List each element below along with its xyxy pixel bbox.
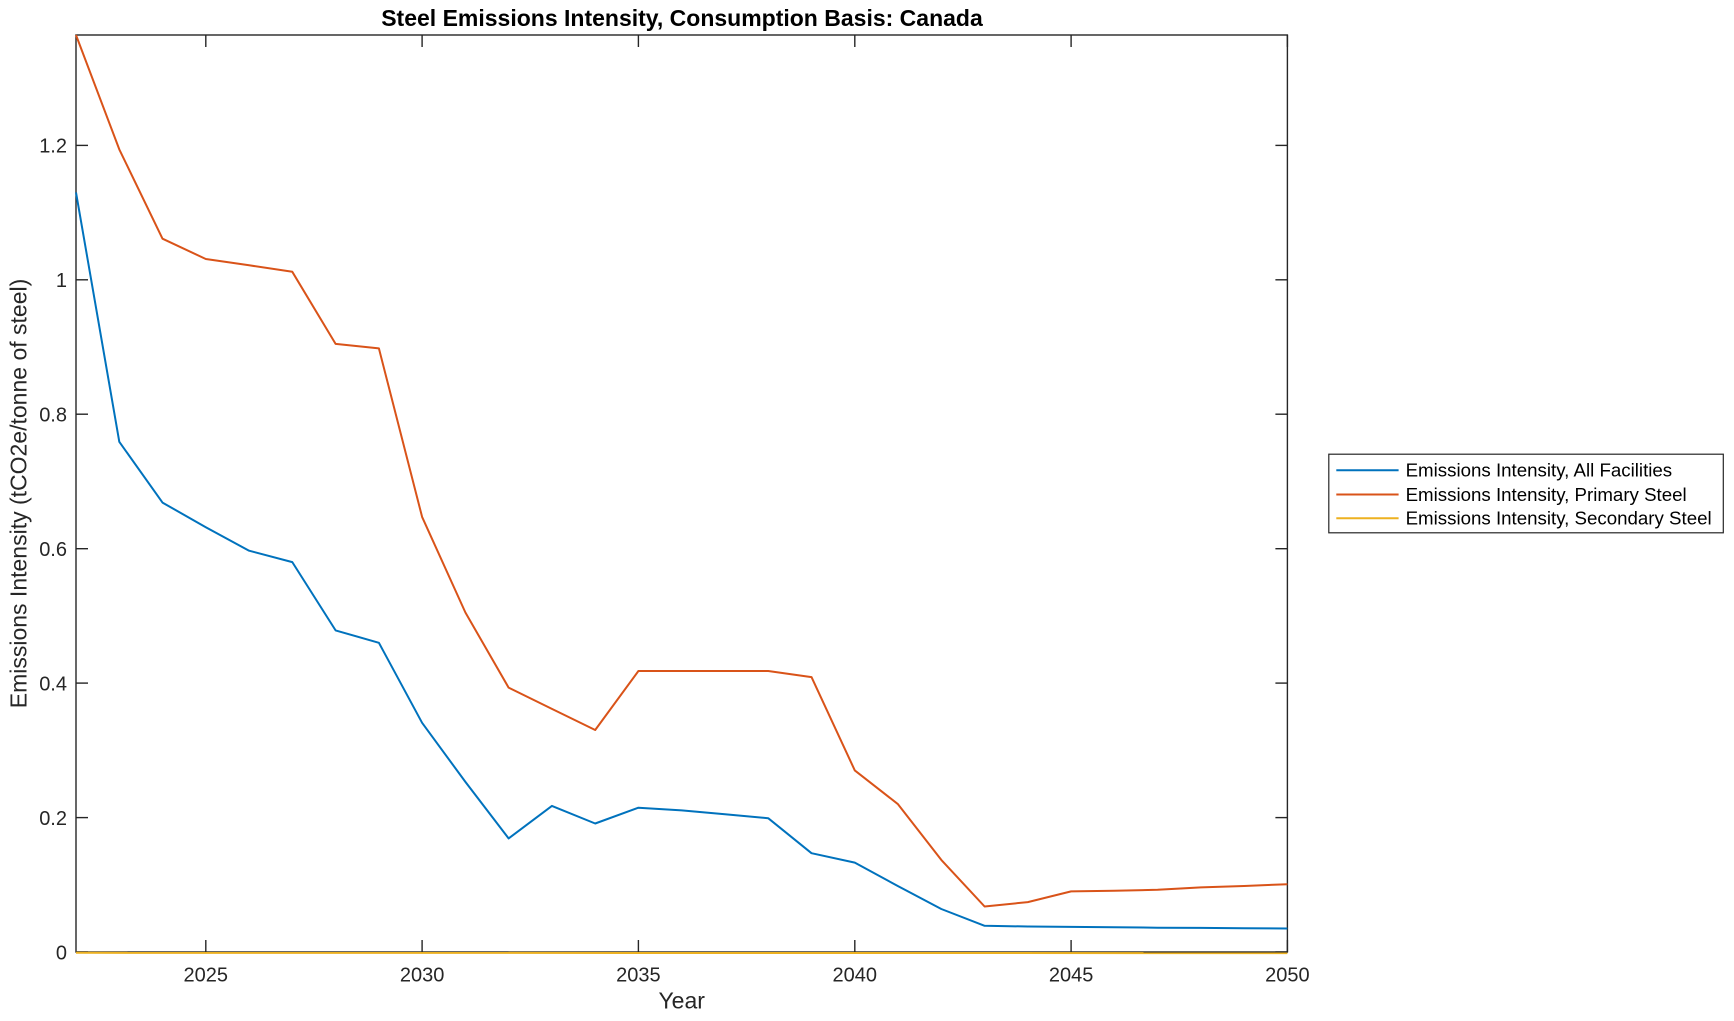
svg-text:1: 1: [56, 270, 67, 292]
svg-text:Emissions Intensity, Primary S: Emissions Intensity, Primary Steel: [1406, 484, 1687, 505]
svg-text:0.6: 0.6: [39, 539, 67, 561]
svg-text:0.4: 0.4: [39, 673, 67, 695]
svg-text:1.2: 1.2: [39, 136, 67, 158]
svg-text:0.2: 0.2: [39, 808, 67, 830]
svg-text:Emissions Intensity, All Facil: Emissions Intensity, All Facilities: [1406, 460, 1673, 481]
svg-text:0: 0: [56, 942, 67, 964]
svg-text:0.8: 0.8: [39, 405, 67, 427]
svg-text:Emissions Intensity (tCO2e/ton: Emissions Intensity (tCO2e/tonne of stee…: [6, 279, 32, 709]
svg-text:Steel Emissions Intensity, Con: Steel Emissions Intensity, Consumption B…: [381, 5, 983, 31]
svg-text:2025: 2025: [184, 965, 229, 987]
svg-text:2040: 2040: [833, 965, 878, 987]
svg-text:Year: Year: [658, 988, 705, 1014]
svg-text:2050: 2050: [1265, 965, 1310, 987]
svg-text:2045: 2045: [1049, 965, 1094, 987]
svg-text:2030: 2030: [400, 965, 445, 987]
svg-text:Emissions Intensity, Secondary: Emissions Intensity, Secondary Steel: [1406, 508, 1712, 529]
svg-text:2035: 2035: [616, 965, 661, 987]
